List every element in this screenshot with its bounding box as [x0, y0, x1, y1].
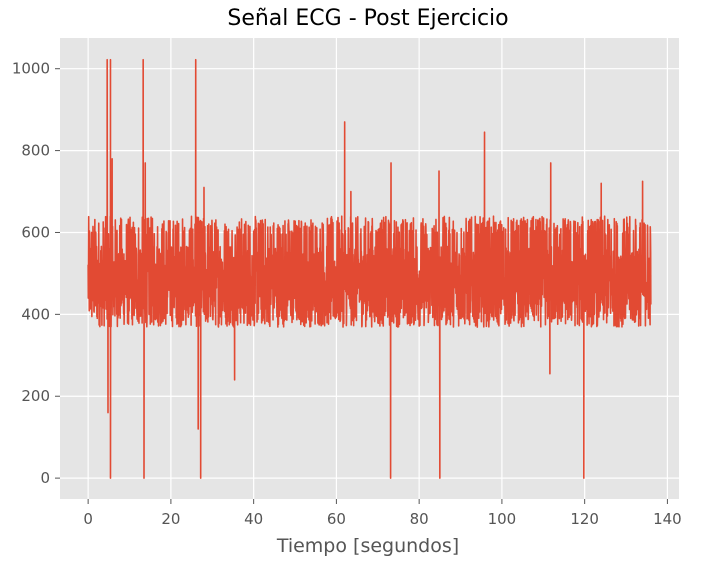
x-tick-label: 20: [161, 510, 180, 528]
chart-title: Señal ECG - Post Ejercicio: [227, 6, 508, 31]
x-tick-label: 80: [410, 510, 429, 528]
y-tick-label: 0: [40, 469, 50, 487]
y-tick-label: 1000: [12, 60, 50, 78]
x-tick-label: 120: [570, 510, 599, 528]
tick-layer: 0 20 40 60 80 100 120 140 0 200 400 600 800 1000: [12, 60, 682, 528]
x-tick-label: 140: [653, 510, 682, 528]
x-tick-label: 100: [488, 510, 517, 528]
x-tick-label: 0: [83, 510, 93, 528]
y-tick-label: 600: [21, 223, 50, 241]
y-tick-label: 400: [21, 305, 50, 323]
y-tick-label: 200: [21, 387, 50, 405]
x-tick-label: 60: [327, 510, 346, 528]
x-tick-label: 40: [244, 510, 263, 528]
x-axis-label: Tiempo [segundos]: [276, 535, 459, 557]
ecg-signal-line: [87, 58, 652, 479]
y-tick-label: 800: [21, 142, 50, 160]
series-layer: [87, 58, 652, 479]
